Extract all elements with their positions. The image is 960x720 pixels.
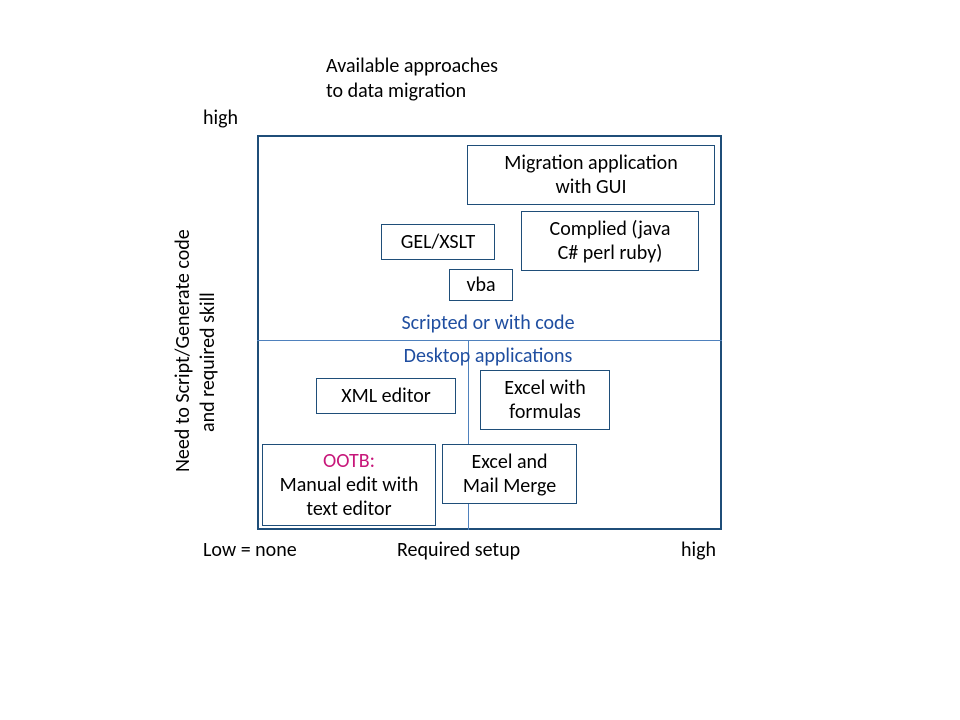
title-line-2: to data migration	[326, 79, 466, 103]
box-excel-formulas-l2: formulas	[509, 400, 581, 424]
diagram-canvas: Available approaches to data migration h…	[0, 0, 960, 720]
box-xml-text: XML editor	[341, 384, 430, 408]
box-excel-mail-l1: Excel and	[471, 450, 547, 474]
box-excel-formulas: Excel with formulas	[480, 370, 610, 430]
section-label-desktop: Desktop applications	[363, 344, 613, 368]
y-axis-label-line-1: Need to Script/Generate code	[171, 229, 195, 472]
quadrant-horizontal-divider	[257, 340, 722, 341]
title-line-1: Available approaches	[326, 54, 498, 78]
box-migration-gui-l2: with GUI	[555, 175, 626, 199]
box-migration-gui-l1: Migration application	[504, 151, 677, 175]
y-axis-label-line-2: and required skill	[196, 292, 220, 432]
box-ootb-title: OOTB:	[323, 449, 375, 473]
box-excel-mailmerge: Excel and Mail Merge	[442, 444, 577, 504]
x-axis-title: Required setup	[397, 538, 520, 562]
box-excel-formulas-l1: Excel with	[504, 376, 586, 400]
box-gel-text: GEL/XSLT	[401, 230, 476, 254]
box-vba-text: vba	[466, 273, 495, 297]
box-excel-mail-l2: Mail Merge	[463, 474, 556, 498]
x-axis-high-label: high	[681, 538, 716, 562]
box-compiled-l1: Complied (java	[550, 217, 671, 241]
box-xml-editor: XML editor	[316, 378, 456, 414]
chart-title: Available approaches to data migration	[326, 54, 498, 104]
box-compiled-l2: C# perl ruby)	[558, 241, 663, 265]
box-ootb: OOTB: Manual edit with text editor	[262, 444, 436, 526]
box-compiled: Complied (java C# perl ruby)	[521, 211, 699, 271]
box-vba: vba	[449, 269, 513, 301]
section-label-scripted: Scripted or with code	[363, 311, 613, 335]
y-axis-high-label: high	[203, 106, 238, 130]
box-ootb-l2: text editor	[306, 497, 391, 521]
box-migration-gui: Migration application with GUI	[467, 145, 715, 205]
box-gel-xslt: GEL/XSLT	[381, 224, 495, 260]
x-axis-low-label: Low = none	[203, 538, 297, 562]
box-ootb-l1: Manual edit with	[280, 473, 419, 497]
